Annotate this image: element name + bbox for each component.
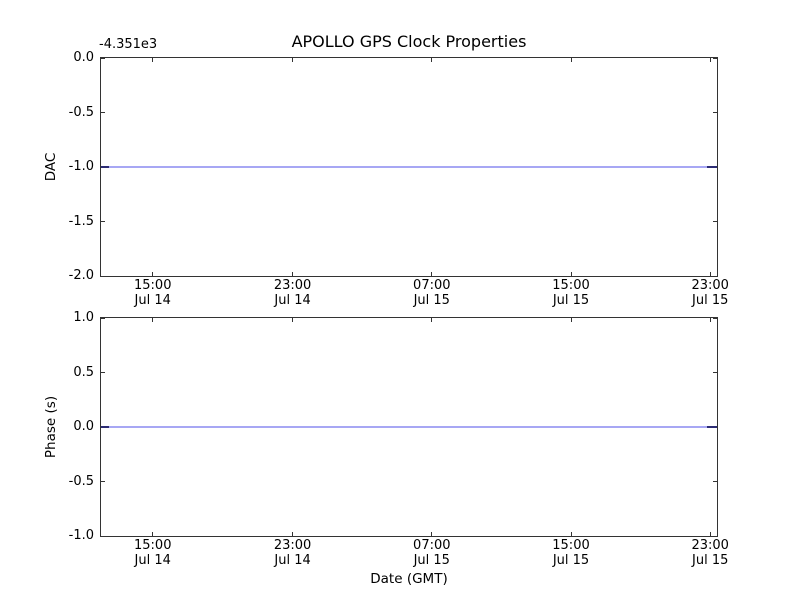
- x-tick-mark: [570, 272, 572, 276]
- x-tick-mark: [292, 532, 294, 536]
- y-tick-mark: [101, 317, 105, 319]
- subplot-phase: Phase (s) 1.0 0.5 0.0 -0.5 -1.0 15:00 Jul 14 2…: [43, 310, 729, 568]
- x-tick-label: 23:00 Jul 14: [273, 278, 312, 308]
- y-tick-label: -1.0: [68, 159, 94, 174]
- y-tick-mark: [713, 317, 717, 319]
- x-tick-mark: [152, 272, 154, 276]
- y-tick-mark: [101, 221, 105, 222]
- y-axis-offset-label: -4.351e3: [99, 37, 158, 52]
- y-tick-mark: [101, 481, 105, 482]
- y-tick-mark: [713, 112, 717, 113]
- y-tick-label: 0.0: [73, 50, 94, 65]
- x-tick-label: 07:00 Jul 15: [413, 278, 451, 308]
- x-tick-label: 07:00 Jul 15: [413, 538, 451, 568]
- x-axis-label: Date (GMT): [370, 571, 448, 587]
- y-tick-label: -1.5: [68, 213, 94, 229]
- y-tick-label: -2.0: [68, 268, 94, 283]
- y-tick-mark: [713, 535, 717, 537]
- y-tick-mark: [713, 221, 717, 222]
- x-tick-mark: [431, 318, 433, 322]
- data-line: [101, 426, 717, 428]
- x-tick-mark: [570, 58, 572, 62]
- chart-title: APOLLO GPS Clock Properties: [291, 32, 527, 51]
- x-tick-mark: [431, 532, 433, 536]
- x-tick-label: 15:00 Jul 15: [552, 278, 590, 308]
- data-line-dense-end: [707, 166, 717, 168]
- y-tick-mark: [101, 535, 105, 537]
- x-tick-mark: [152, 318, 154, 322]
- y-tick-label: -0.5: [68, 104, 94, 120]
- y-tick-mark: [101, 112, 105, 113]
- y-tick-mark: [101, 275, 105, 277]
- y-tick-mark: [713, 57, 717, 59]
- x-tick-mark: [709, 318, 711, 322]
- x-tick-mark: [152, 532, 154, 536]
- x-tick-mark: [152, 58, 154, 62]
- x-tick-mark: [431, 272, 433, 276]
- y-tick-mark: [101, 372, 105, 373]
- x-tick-label: 15:00 Jul 14: [134, 538, 172, 568]
- y-tick-mark: [101, 57, 105, 59]
- x-tick-label: 23:00 Jul 15: [691, 278, 729, 308]
- x-tick-mark: [570, 532, 572, 536]
- y-tick-label: 0.5: [73, 364, 94, 380]
- y-tick-label: -0.5: [68, 473, 94, 489]
- x-tick-mark: [709, 532, 711, 536]
- x-tick-mark: [292, 58, 294, 62]
- subplot-dac: DAC 0.0 -0.5 -1.0 -1.5 -2.0 15:00 Jul 14 23:00…: [43, 50, 729, 308]
- x-tick-label: 23:00 Jul 15: [691, 538, 729, 568]
- x-tick-mark: [292, 318, 294, 322]
- y-tick-mark: [713, 275, 717, 277]
- x-tick-mark: [570, 318, 572, 322]
- x-tick-label: 15:00 Jul 15: [552, 538, 590, 568]
- y-tick-mark: [713, 481, 717, 482]
- x-tick-mark: [709, 58, 711, 62]
- data-line-dense-end: [707, 426, 717, 428]
- x-tick-mark: [292, 272, 294, 276]
- y-tick-label: 0.0: [73, 419, 94, 434]
- data-line: [101, 166, 717, 168]
- x-tick-mark: [709, 272, 711, 276]
- y-tick-mark: [713, 372, 717, 373]
- x-tick-mark: [431, 58, 433, 62]
- x-tick-label: 23:00 Jul 14: [273, 538, 312, 568]
- x-tick-label: 15:00 Jul 14: [134, 278, 172, 308]
- data-line-dense-start: [101, 166, 109, 168]
- y-tick-label: -1.0: [68, 528, 94, 543]
- y-tick-label: 1.0: [73, 310, 94, 325]
- data-line-dense-start: [101, 426, 109, 428]
